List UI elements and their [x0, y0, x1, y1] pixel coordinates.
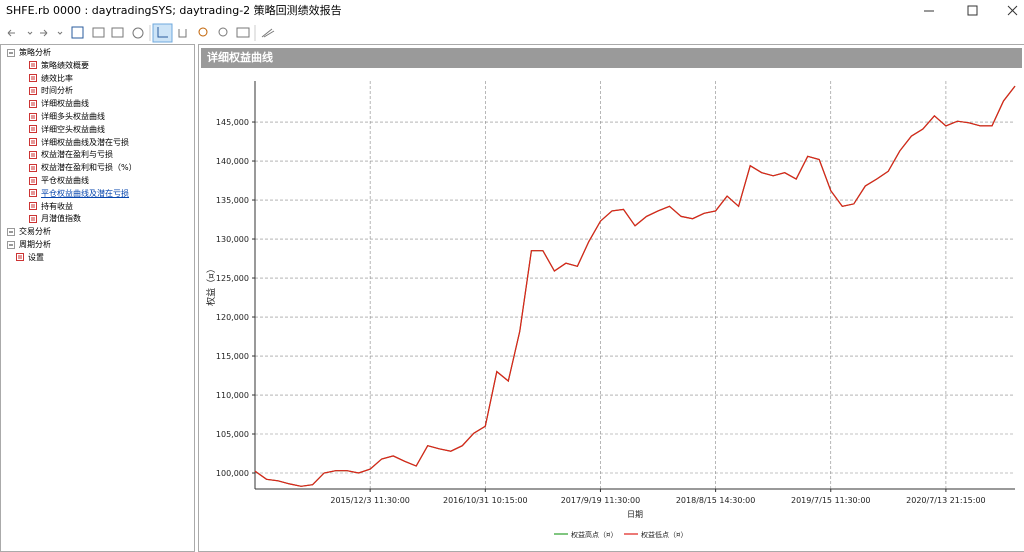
x-tick-label: 2020/7/13 21:15:00 — [906, 496, 986, 505]
tree-item[interactable]: 月潜值指数 — [41, 214, 81, 224]
page-icon — [29, 125, 37, 134]
page-icon — [29, 176, 37, 185]
y-axis-label: 权益（¤） — [205, 264, 217, 306]
tree-item[interactable]: 权益潜在盈利和亏损（%） — [41, 163, 137, 173]
zoom-in-button[interactable] — [198, 27, 208, 37]
tree-item[interactable]: 周期分析 — [19, 240, 51, 249]
page-icon — [29, 189, 37, 198]
y-tick-label: 105,000 — [216, 430, 249, 439]
page-icon — [29, 150, 37, 159]
expander-icon[interactable] — [7, 240, 16, 250]
page-icon — [29, 112, 37, 121]
tree-item[interactable]: 时间分析 — [41, 86, 73, 96]
open-button[interactable] — [92, 27, 105, 38]
tree-item[interactable]: 持有收益 — [41, 201, 73, 211]
maximize-button[interactable] — [967, 5, 978, 16]
page-icon — [29, 99, 37, 108]
forward-button[interactable] — [40, 29, 48, 37]
page-icon — [16, 253, 24, 262]
page-icon — [29, 202, 37, 211]
cursor-icon — [157, 27, 168, 38]
x-tick-label: 2019/7/15 11:30:00 — [791, 496, 871, 505]
series-line — [254, 85, 1016, 487]
tree-item[interactable]: 平仓权益曲线及潜在亏损 — [41, 188, 129, 198]
chart-style-button[interactable] — [261, 28, 275, 38]
tree-item[interactable]: 权益潜在盈利与亏损 — [41, 150, 113, 160]
tree-item[interactable]: 详细权益曲线 — [41, 99, 89, 109]
tree-item[interactable]: 详细权益曲线及潜在亏损 — [41, 137, 129, 147]
y-tick-label: 140,000 — [216, 157, 249, 166]
page-icon — [29, 163, 37, 172]
report-panel: 详细权益曲线 100,000 105,000 110,000 115,000 120,0… — [198, 44, 1024, 552]
tree-item[interactable]: 详细多头权益曲线 — [41, 112, 105, 121]
panel-title: 详细权益曲线 — [201, 48, 1022, 68]
x-tick-label: 2018/8/15 14:30:00 — [676, 496, 756, 505]
fit-button[interactable] — [236, 27, 250, 38]
settings-button[interactable] — [132, 27, 144, 39]
chart: 100,000 105,000 110,000 115,000 120,000 125,0… — [205, 81, 1016, 539]
page-icon — [29, 86, 37, 95]
toolbar — [0, 22, 1024, 44]
back-dropdown[interactable] — [27, 31, 33, 35]
cursor-tool[interactable] — [152, 23, 173, 43]
x-axis-label: 日期 — [627, 510, 643, 519]
zoom-out-button[interactable] — [218, 27, 228, 37]
tree-item[interactable]: 交易分析 — [19, 227, 51, 237]
tree-item[interactable]: 绩效比率 — [41, 73, 73, 83]
y-tick-label: 100,000 — [216, 469, 249, 478]
page-icon — [29, 138, 37, 147]
y-tick-label: 145,000 — [216, 118, 249, 127]
back-button[interactable] — [7, 29, 15, 37]
x-tick-label: 2017/9/19 11:30:00 — [561, 496, 641, 505]
y-tick-label: 125,000 — [216, 274, 249, 283]
tree-item[interactable]: 策略绩效概要 — [41, 60, 89, 70]
window-title: SHFE.rb 0000 : daytradingSYS; daytrading… — [6, 4, 342, 17]
forward-dropdown[interactable] — [57, 31, 63, 35]
legend-label: 权益高点（¤） — [571, 530, 617, 539]
y-tick-label: 130,000 — [216, 235, 249, 244]
page-icon — [29, 61, 37, 70]
page-icon — [29, 74, 37, 83]
series-line — [254, 85, 1016, 487]
page-icon — [29, 214, 37, 223]
x-tick-label: 2016/10/31 10:15:00 — [443, 496, 528, 505]
tree-item[interactable]: 策略分析 — [19, 48, 51, 57]
legend-label: 权益低点（¤） — [641, 530, 687, 539]
save-button[interactable] — [71, 26, 84, 39]
y-tick-label: 135,000 — [216, 196, 249, 205]
y-tick-label: 115,000 — [216, 352, 249, 361]
tree-item[interactable]: 设置 — [28, 252, 44, 262]
x-tick-label: 2015/12/3 11:30:00 — [330, 496, 410, 505]
close-button[interactable] — [1007, 5, 1018, 16]
y-tick-label: 110,000 — [216, 391, 249, 400]
pan-tool[interactable] — [178, 29, 187, 38]
expander-icon[interactable] — [7, 48, 16, 58]
y-tick-label: 120,000 — [216, 313, 249, 322]
tree-item[interactable]: 详细空头权益曲线 — [41, 124, 105, 134]
window-controls — [924, 5, 1018, 16]
print-button[interactable] — [111, 27, 124, 38]
navigation-tree: 策略分析策略绩效概要 绩效比率时间分析详细权益曲线详细多头权益曲线 详细空头权益曲线… — [0, 44, 195, 552]
expander-icon[interactable] — [7, 227, 16, 237]
tree-item[interactable]: 平仓权益曲线 — [41, 176, 89, 185]
title-bar: SHFE.rb 0000 : daytradingSYS; daytrading… — [0, 0, 1024, 22]
